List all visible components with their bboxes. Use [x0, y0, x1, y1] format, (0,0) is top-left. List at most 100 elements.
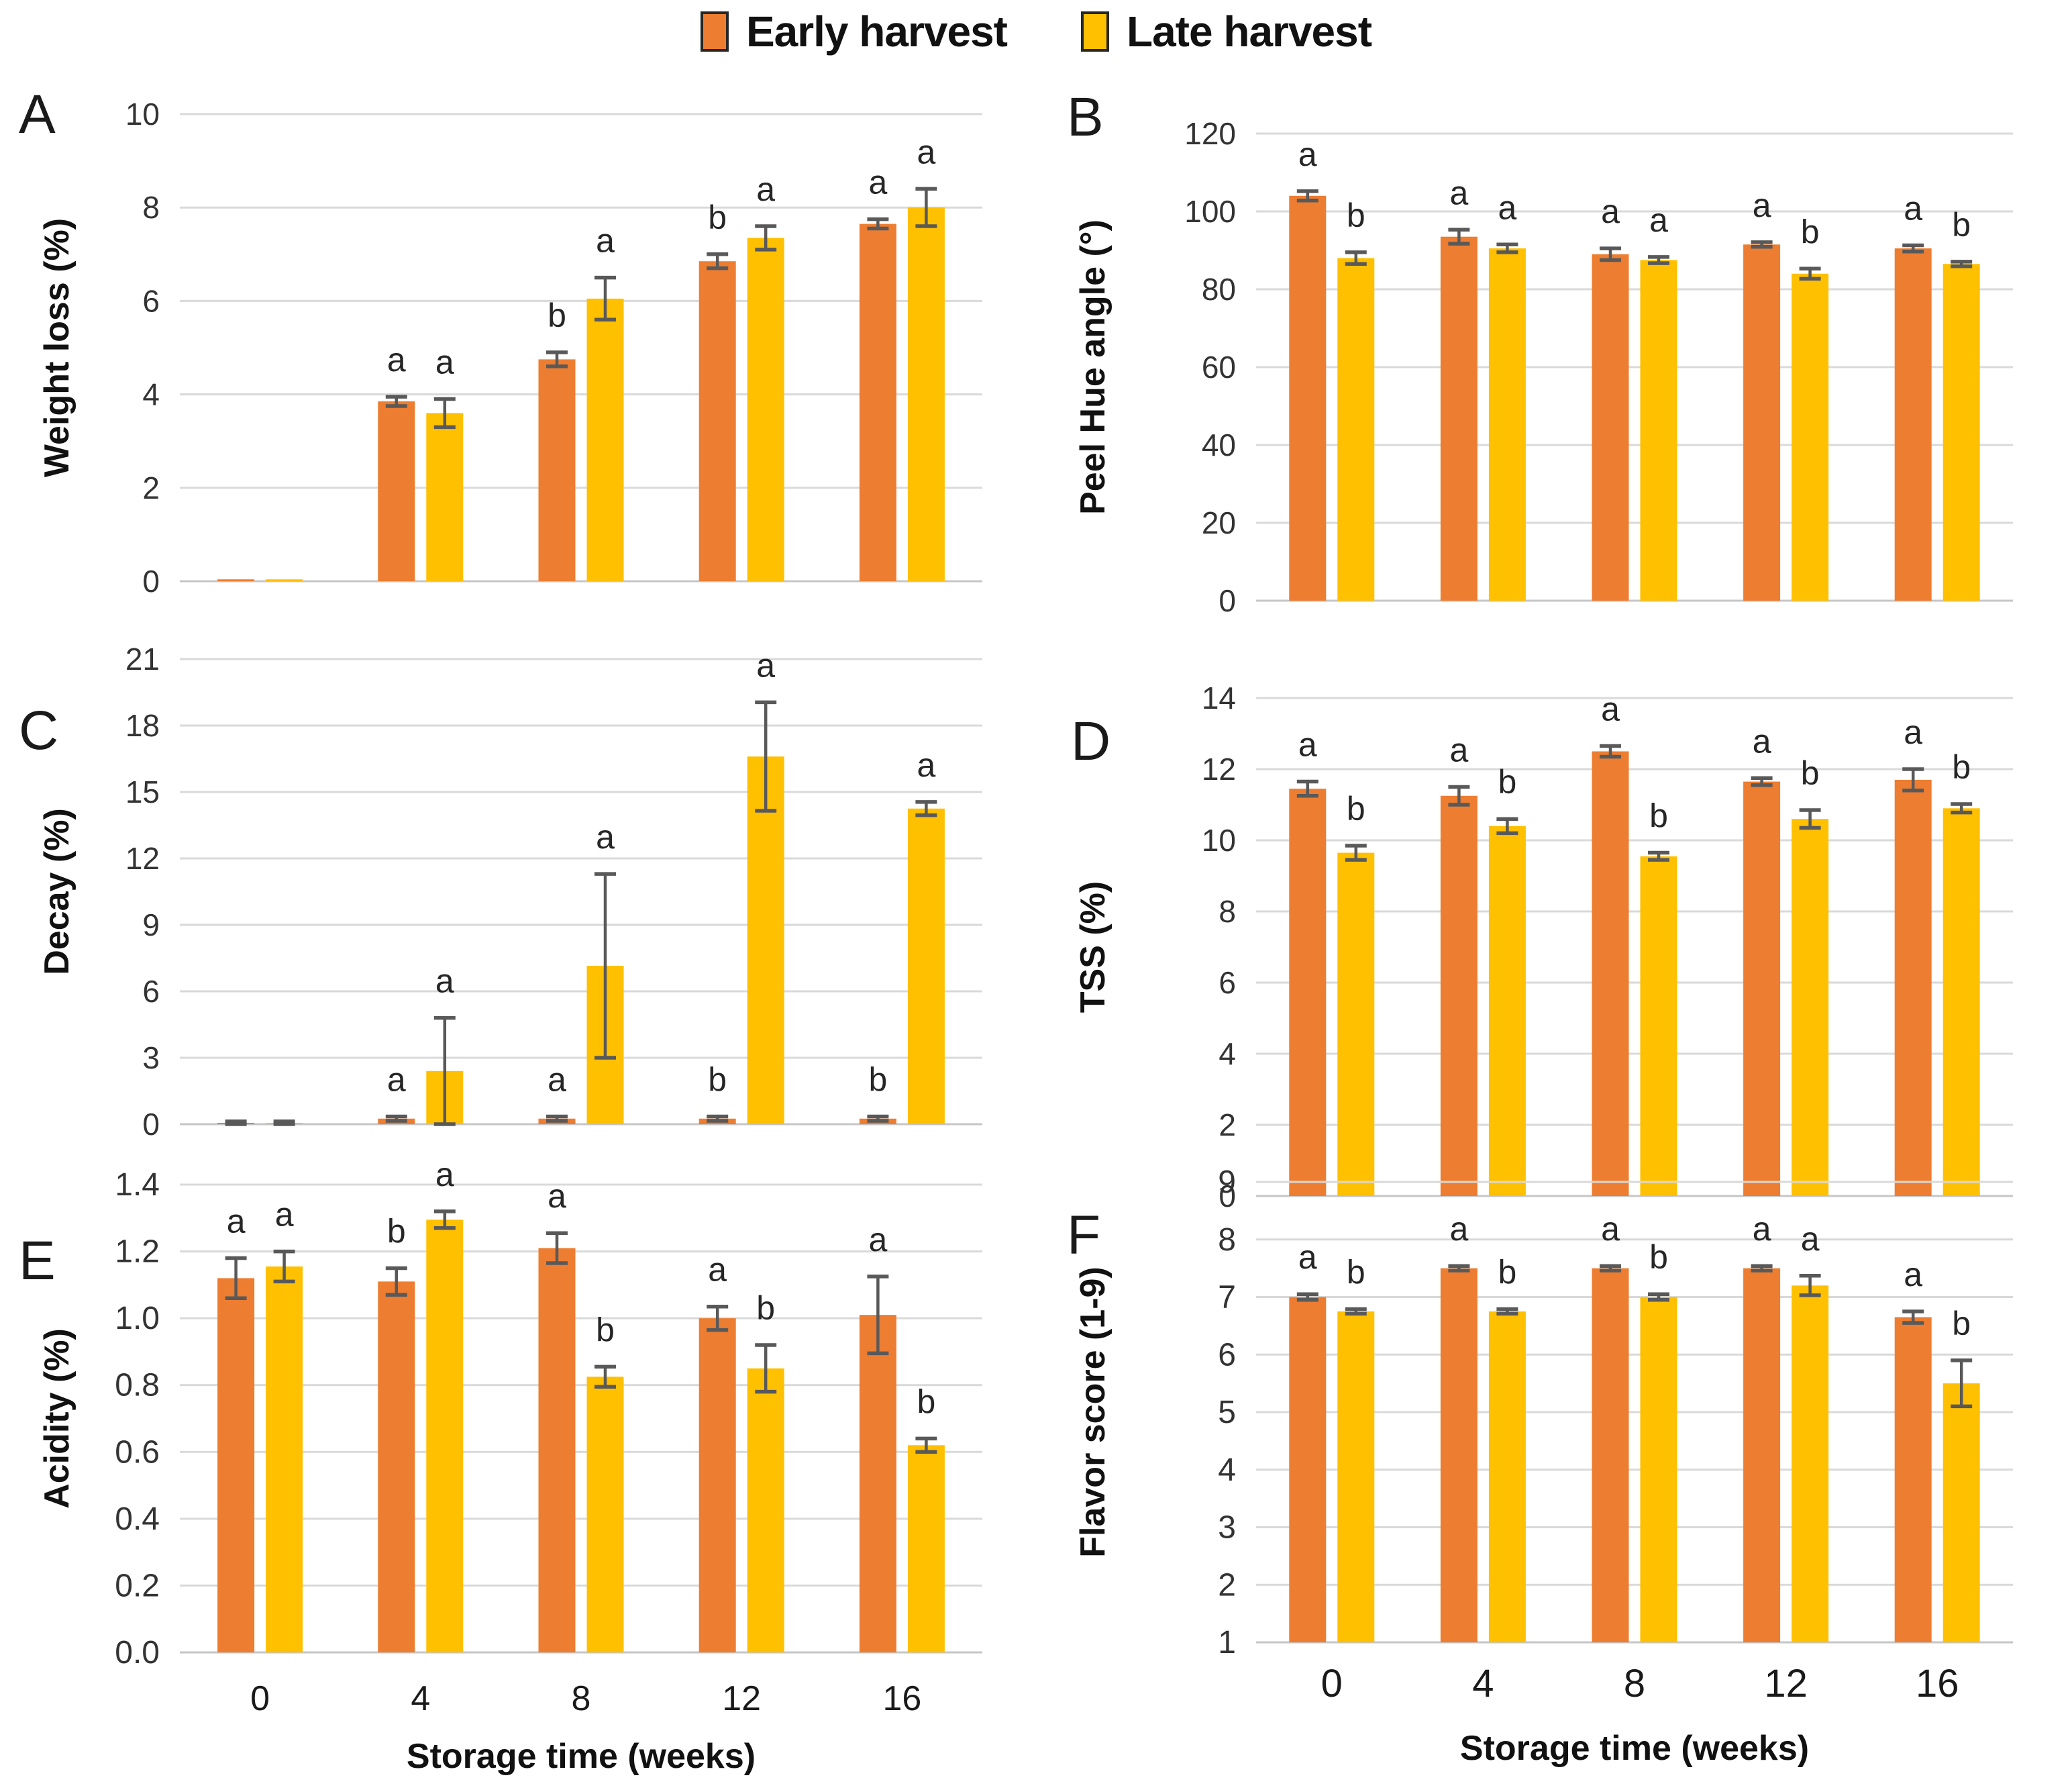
x-tick-label: 4 [1472, 1662, 1494, 1705]
bar-late-A-week4 [426, 413, 464, 581]
y-tick-label: 60 [1202, 350, 1236, 385]
bar-early-E-week0 [217, 1278, 255, 1652]
y-axis-title: Weight loss (%) [38, 218, 76, 477]
significance-letter: b [708, 199, 727, 236]
y-tick-label: 10 [125, 97, 160, 132]
legend-item-early-harvest: Early harvest [700, 7, 1008, 56]
significance-letter: b [1347, 197, 1365, 234]
significance-letter: b [1952, 748, 1971, 786]
bar-late-E-week16 [907, 1445, 945, 1652]
legend: Early harvest Late harvest [0, 7, 2072, 56]
panel-letter: E [19, 1230, 56, 1291]
significance-letter: a [1449, 174, 1468, 211]
y-tick-label: 0 [1219, 1179, 1236, 1213]
y-tick-label: 3 [142, 1040, 160, 1075]
y-tick-label: 6 [1218, 1337, 1236, 1373]
y-axis-title: Decay (%) [38, 808, 76, 975]
y-tick-label: 12 [1202, 752, 1236, 787]
y-tick-label: 14 [1202, 681, 1236, 715]
bar-late-C-week16 [907, 808, 945, 1124]
x-tick-label: 8 [1624, 1662, 1645, 1705]
significance-letter: a [868, 164, 887, 201]
significance-letter: b [917, 1383, 935, 1420]
panel-letter: A [19, 84, 56, 145]
y-tick-label: 3 [1218, 1510, 1236, 1546]
significance-letter: b [387, 1212, 406, 1250]
significance-letter: a [435, 344, 454, 381]
y-tick-label: 4 [1218, 1452, 1236, 1488]
bar-early-B-week12 [1743, 244, 1781, 601]
significance-letter: a [548, 1060, 566, 1098]
y-tick-label: 1 [1218, 1625, 1236, 1660]
significance-letter: a [1601, 691, 1620, 728]
x-tick-label: 4 [411, 1679, 430, 1718]
bar-late-E-week4 [426, 1219, 464, 1652]
y-tick-label: 8 [1219, 894, 1236, 929]
x-tick-label: 8 [572, 1679, 591, 1718]
bar-early-E-week8 [538, 1248, 576, 1652]
y-tick-label: 2 [142, 470, 160, 505]
y-tick-label: 6 [142, 283, 160, 318]
y-tick-label: 0 [1219, 583, 1236, 618]
bar-late-F-week0 [1337, 1311, 1375, 1642]
bar-late-A-week0 [266, 579, 303, 581]
bar-late-A-week16 [907, 207, 945, 581]
panel-letter: D [1071, 711, 1110, 772]
y-axis-title: Flavor score (1-9) [1074, 1266, 1112, 1558]
bar-early-A-week16 [859, 223, 896, 581]
bar-early-F-week4 [1440, 1268, 1478, 1642]
significance-letter: a [1904, 189, 1922, 227]
significance-letter: a [1904, 1256, 1922, 1293]
y-tick-label: 8 [1218, 1222, 1236, 1258]
y-axis-title: TSS (%) [1074, 881, 1112, 1013]
bar-early-B-week8 [1592, 254, 1629, 601]
early-harvest-swatch-icon [700, 11, 729, 52]
bar-late-D-week4 [1488, 826, 1526, 1196]
y-tick-label: 9 [142, 907, 160, 942]
bar-early-A-week0 [217, 579, 255, 581]
significance-letter: b [1649, 1238, 1668, 1276]
significance-letter: a [548, 1177, 566, 1215]
significance-letter: a [596, 818, 615, 856]
y-tick-label: 4 [142, 377, 160, 412]
y-axis-title: Acidity (%) [38, 1328, 76, 1509]
y-tick-label: 20 [1202, 505, 1236, 540]
bar-early-A-week12 [698, 261, 736, 581]
legend-label-late: Late harvest [1126, 7, 1372, 56]
bar-late-A-week8 [586, 298, 624, 581]
y-tick-label: 1.2 [115, 1234, 160, 1270]
significance-letter: b [1952, 206, 1971, 244]
y-tick-label: 100 [1184, 194, 1236, 229]
panel-letter: F [1067, 1205, 1100, 1266]
bar-late-C-week12 [747, 756, 784, 1124]
bar-early-E-week12 [698, 1318, 736, 1652]
bar-late-B-week4 [1488, 248, 1526, 601]
bar-early-D-week8 [1592, 751, 1629, 1196]
bar-early-D-week4 [1440, 795, 1478, 1196]
significance-letter: a [756, 646, 775, 684]
y-tick-label: 0.4 [115, 1501, 160, 1537]
y-tick-label: 0.2 [115, 1568, 160, 1603]
significance-letter: b [1498, 763, 1516, 801]
y-tick-label: 0 [142, 1107, 160, 1142]
bar-early-B-week16 [1894, 248, 1932, 601]
x-tick-label: 0 [250, 1679, 270, 1718]
bar-early-E-week16 [859, 1315, 896, 1652]
y-tick-label: 10 [1202, 823, 1236, 858]
significance-letter: a [387, 341, 406, 379]
y-tick-label: 7 [1218, 1280, 1236, 1315]
bar-early-E-week4 [378, 1281, 415, 1652]
significance-letter: a [917, 746, 935, 784]
significance-letter: b [548, 297, 566, 334]
bar-early-D-week0 [1289, 789, 1327, 1196]
significance-letter: a [596, 222, 615, 260]
y-tick-label: 0.6 [115, 1434, 160, 1470]
y-tick-label: 2 [1219, 1107, 1236, 1142]
significance-letter: b [596, 1311, 615, 1348]
x-tick-label: 16 [882, 1679, 921, 1718]
significance-letter: a [1753, 1210, 1771, 1248]
bar-early-B-week4 [1440, 236, 1478, 601]
significance-letter: b [1801, 754, 1820, 792]
bar-early-D-week12 [1743, 781, 1781, 1196]
y-tick-label: 9 [1218, 1164, 1236, 1200]
